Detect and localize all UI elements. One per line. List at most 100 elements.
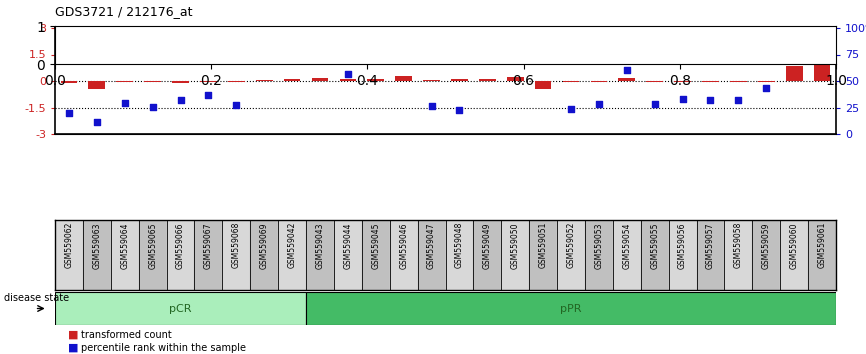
Text: GSM559061: GSM559061 (818, 222, 826, 268)
Bar (675, 81, 691, 82)
Text: ■: ■ (68, 343, 79, 353)
Bar (563, 81, 579, 82)
Point (536, 36, 550, 41)
Bar (753, 220, 780, 290)
Text: GSM559060: GSM559060 (790, 222, 798, 269)
Text: GSM559053: GSM559053 (594, 222, 604, 269)
Text: GSM559069: GSM559069 (260, 222, 268, 269)
Bar (83, 220, 111, 290)
Point (118, 100, 132, 106)
Text: GSM559064: GSM559064 (120, 222, 129, 269)
Bar (278, 220, 306, 290)
Point (229, 102, 243, 108)
Text: GSM559058: GSM559058 (734, 222, 743, 268)
Text: GSM559044: GSM559044 (344, 222, 352, 269)
Bar (334, 220, 362, 290)
Bar (139, 220, 166, 290)
Text: ■: ■ (68, 330, 79, 340)
Text: GSM559051: GSM559051 (539, 222, 547, 268)
Point (481, 52, 494, 57)
Bar (758, 81, 774, 82)
Text: GSM559066: GSM559066 (176, 222, 185, 269)
Bar (585, 220, 613, 290)
Point (62, 110, 76, 116)
Point (341, 71, 355, 77)
Bar (780, 220, 808, 290)
Point (732, 98, 746, 103)
Text: GSM559052: GSM559052 (566, 222, 576, 268)
Text: GSM559057: GSM559057 (706, 222, 715, 269)
Point (173, 97, 187, 102)
Point (620, 68, 634, 73)
Point (424, 103, 438, 109)
Bar (613, 220, 641, 290)
Text: GSM559045: GSM559045 (372, 222, 380, 269)
Bar (618, 78, 635, 81)
Text: GSM559049: GSM559049 (483, 222, 492, 269)
Point (592, 101, 606, 107)
Bar (111, 220, 139, 290)
Text: pCR: pCR (169, 303, 191, 314)
Point (397, 57, 410, 63)
Bar (646, 81, 663, 82)
Text: GSM559042: GSM559042 (288, 222, 296, 268)
Point (90, 119, 104, 125)
Bar (367, 79, 385, 81)
Bar (255, 80, 273, 81)
Bar (390, 220, 417, 290)
Bar (395, 76, 412, 81)
Text: GDS3721 / 212176_at: GDS3721 / 212176_at (55, 5, 192, 18)
Text: disease state: disease state (4, 293, 69, 303)
Text: percentile rank within the sample: percentile rank within the sample (81, 343, 246, 353)
Point (285, 51, 299, 56)
Point (453, 107, 467, 113)
Bar (535, 81, 552, 89)
Bar (507, 76, 524, 81)
Bar (339, 79, 356, 81)
Bar (228, 81, 245, 82)
Point (759, 85, 773, 91)
Text: transformed count: transformed count (81, 330, 171, 340)
Point (369, 51, 383, 56)
Text: GSM559067: GSM559067 (204, 222, 213, 269)
Bar (641, 220, 669, 290)
Bar (669, 220, 696, 290)
Bar (166, 220, 195, 290)
Text: GSM559056: GSM559056 (678, 222, 687, 269)
Text: GSM559048: GSM559048 (455, 222, 464, 268)
Text: GSM559059: GSM559059 (762, 222, 771, 269)
Bar (195, 220, 223, 290)
Text: GSM559063: GSM559063 (93, 222, 101, 269)
Bar (808, 220, 836, 290)
Bar (223, 220, 250, 290)
Bar (55, 220, 83, 290)
Bar (284, 79, 301, 81)
Bar (591, 81, 607, 82)
Point (257, 49, 271, 55)
Bar (702, 81, 719, 82)
Point (508, 46, 522, 52)
Text: GSM559062: GSM559062 (64, 222, 74, 268)
Bar (423, 80, 440, 81)
Text: GSM559055: GSM559055 (650, 222, 659, 269)
Bar (312, 78, 328, 81)
Point (648, 101, 662, 107)
Text: GSM559046: GSM559046 (399, 222, 408, 269)
Text: GSM559047: GSM559047 (427, 222, 436, 269)
Point (787, 31, 801, 36)
Point (145, 104, 159, 109)
Text: pPR: pPR (560, 303, 582, 314)
Bar (306, 292, 836, 325)
Bar (172, 81, 189, 83)
Bar (362, 220, 390, 290)
Bar (55, 292, 306, 325)
Bar (557, 220, 585, 290)
Bar (145, 81, 161, 82)
Bar (696, 220, 725, 290)
Bar (451, 79, 468, 81)
Bar (725, 220, 753, 290)
Point (703, 97, 717, 103)
Point (313, 48, 326, 53)
Bar (479, 79, 495, 81)
Bar (814, 56, 830, 81)
